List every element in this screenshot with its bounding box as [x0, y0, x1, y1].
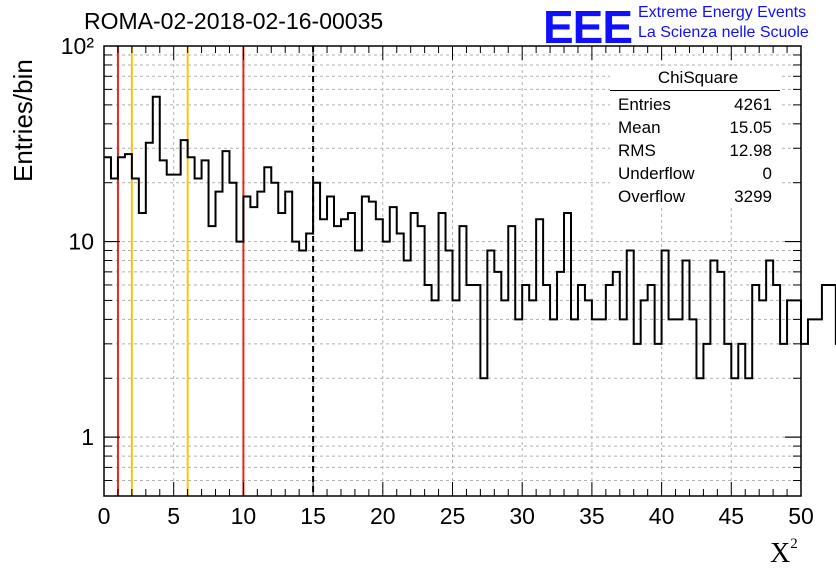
stats-value: 0 — [762, 164, 772, 183]
x-tick-label: 0 — [98, 503, 111, 529]
stats-label: RMS — [618, 141, 656, 160]
x-axis-label-sup: 2 — [790, 536, 798, 552]
y-axis-label-wrap: Entries/bin — [4, 59, 44, 210]
x-tick-label: 10 — [231, 503, 257, 529]
eee-logo: EEE — [543, 1, 633, 53]
y-tick-label: 10 — [68, 229, 94, 255]
axis-ticks — [103, 45, 802, 496]
histogram-series — [104, 95, 836, 380]
stats-value: 3299 — [734, 187, 772, 206]
stats-row-entries: Entries 4261 — [610, 93, 780, 116]
histogram-outline — [104, 95, 836, 380]
y-tick-label: 10² — [61, 33, 95, 59]
tick-labels: 0 5 10 15 20 25 30 35 40 45 50 1 10 10² — [61, 33, 814, 529]
x-tick-label: 45 — [719, 503, 745, 529]
stats-row-underflow: Underflow 0 — [610, 162, 780, 185]
stats-value: 15.05 — [729, 118, 772, 137]
chart-title: ROMA-02-2018-02-16-00035 — [84, 8, 384, 34]
stats-label: Entries — [618, 95, 671, 114]
stats-value: 4261 — [734, 95, 772, 114]
stats-row-overflow: Overflow 3299 — [610, 185, 780, 208]
x-tick-label: 35 — [579, 503, 605, 529]
y-tick-label: 1 — [81, 424, 94, 450]
reference-lines — [116, 46, 315, 496]
stats-label: Underflow — [618, 164, 695, 183]
x-axis-label-base: X — [770, 538, 791, 569]
x-tick-label: 20 — [370, 503, 396, 529]
stats-row-rms: RMS 12.98 — [610, 139, 780, 162]
x-tick-label: 25 — [440, 503, 466, 529]
logo-caption-line1: Extreme Energy Events — [638, 4, 807, 21]
stats-box: ChiSquare Entries 4261 Mean 15.05 RMS 12… — [610, 66, 780, 208]
stats-label: Mean — [618, 118, 661, 137]
x-tick-label: 50 — [788, 503, 814, 529]
x-axis-label: X2 — [770, 536, 798, 570]
x-tick-label: 30 — [509, 503, 535, 529]
stats-title: ChiSquare — [610, 66, 780, 91]
logo-caption-line2: La Scienza nelle Scuole — [638, 24, 809, 41]
stats-row-mean: Mean 15.05 — [610, 116, 780, 139]
x-tick-label: 15 — [300, 503, 326, 529]
x-tick-label: 5 — [167, 503, 180, 529]
stats-label: Overflow — [618, 187, 686, 206]
x-tick-label: 40 — [649, 503, 675, 529]
y-axis-label: Entries/bin — [8, 59, 38, 182]
stats-value: 12.98 — [729, 141, 772, 160]
